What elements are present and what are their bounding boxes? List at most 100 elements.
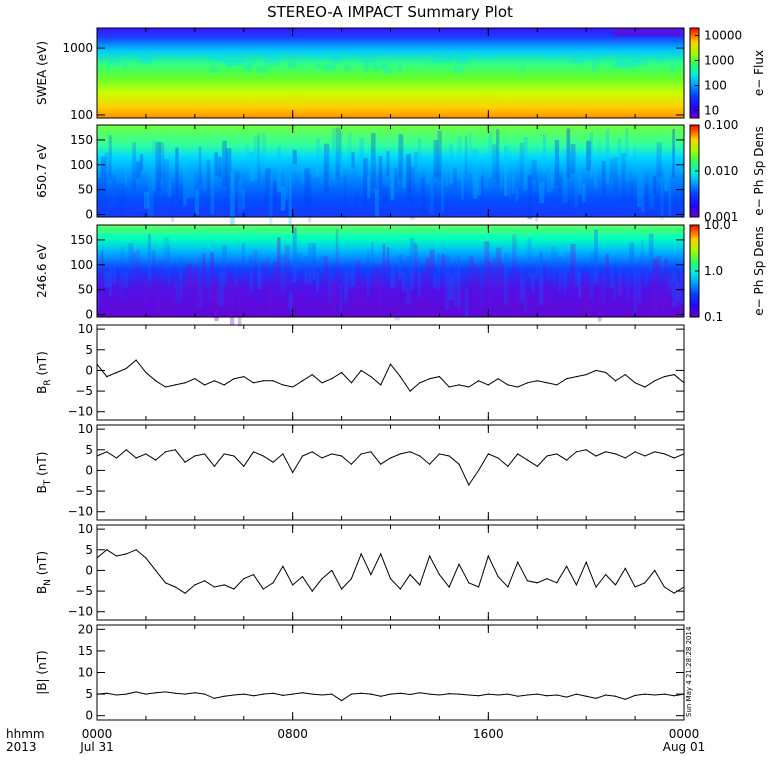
data-point bbox=[654, 451, 656, 453]
data-point bbox=[194, 378, 196, 380]
data-point bbox=[634, 451, 636, 453]
spectrogram-texture bbox=[261, 132, 267, 176]
data-point bbox=[546, 578, 548, 580]
data-point bbox=[389, 578, 392, 580]
y-tick-label: −5 bbox=[75, 384, 93, 398]
spectrogram-texture bbox=[351, 151, 355, 168]
spectrogram-texture bbox=[194, 189, 199, 215]
spectrogram-texture bbox=[261, 262, 266, 290]
spectrogram-texture bbox=[488, 130, 493, 178]
spectrogram-texture bbox=[249, 152, 254, 182]
spectrogram-texture bbox=[202, 253, 206, 302]
spectrogram-texture bbox=[363, 60, 376, 67]
data-point bbox=[536, 693, 538, 695]
panel-bn: −10 −5 0 5 10 BN (nT) bbox=[35, 522, 685, 621]
data-point bbox=[663, 586, 666, 588]
data-point bbox=[419, 382, 421, 384]
spectrogram-texture bbox=[351, 265, 356, 287]
spectrogram-texture bbox=[370, 133, 376, 188]
spectrogram-texture bbox=[183, 158, 187, 206]
data-point bbox=[507, 384, 509, 386]
spectrogram-texture bbox=[253, 250, 258, 278]
data-point bbox=[223, 584, 225, 586]
spectrogram-texture bbox=[269, 275, 273, 313]
spectrogram-texture bbox=[175, 147, 179, 197]
panel-br: −10 −5 0 5 10 BR (nT) bbox=[35, 322, 685, 421]
spectrogram-texture bbox=[363, 283, 368, 307]
spectrogram-texture bbox=[523, 275, 527, 313]
spectrogram-texture bbox=[288, 291, 293, 311]
spectrogram-texture bbox=[539, 182, 545, 204]
spectrogram-texture bbox=[155, 276, 160, 318]
data-point bbox=[448, 386, 450, 388]
spectrogram-texture bbox=[339, 132, 343, 177]
spectrogram-texture bbox=[531, 273, 535, 293]
spectrogram-texture bbox=[225, 59, 237, 66]
data-point bbox=[546, 382, 548, 384]
spectrogram-texture bbox=[619, 61, 627, 68]
spectrogram-texture bbox=[652, 175, 657, 195]
data-point bbox=[536, 465, 538, 467]
spectrogram-texture bbox=[468, 255, 474, 288]
data-point bbox=[243, 465, 245, 467]
data-point bbox=[585, 373, 587, 376]
y-tick-label: 0 bbox=[85, 208, 93, 222]
spectrogram-texture bbox=[507, 276, 513, 309]
data-point bbox=[526, 580, 529, 582]
data-point bbox=[194, 455, 196, 457]
spectrogram-texture bbox=[459, 54, 470, 61]
spectrogram-texture bbox=[323, 256, 329, 286]
spectrogram-texture bbox=[402, 160, 407, 189]
spectrogram-texture bbox=[597, 274, 602, 322]
spectrogram-texture bbox=[601, 160, 606, 198]
spectrogram-texture bbox=[288, 173, 292, 225]
spectrogram-texture bbox=[590, 131, 593, 178]
data-point bbox=[252, 382, 255, 384]
series-line-btot bbox=[96, 691, 685, 702]
data-point bbox=[595, 697, 597, 700]
data-point bbox=[331, 378, 333, 380]
spectrogram-texture bbox=[611, 62, 621, 69]
spectrogram-texture bbox=[331, 127, 336, 181]
x-tick-date-label: Aug 01 bbox=[663, 740, 706, 754]
spectrogram-texture bbox=[582, 53, 596, 60]
spectrogram-texture bbox=[187, 263, 193, 289]
data-point bbox=[331, 693, 333, 695]
data-point bbox=[477, 380, 480, 382]
spectrogram-texture bbox=[433, 140, 439, 178]
spectrogram-texture bbox=[640, 169, 645, 213]
spectrogram-texture bbox=[574, 152, 579, 207]
data-point bbox=[566, 565, 568, 567]
spectrogram-texture bbox=[601, 273, 606, 303]
spectrogram-texture bbox=[669, 66, 675, 73]
data-point bbox=[292, 693, 294, 695]
spectrogram-texture bbox=[535, 262, 539, 278]
spectrogram-texture bbox=[237, 276, 242, 327]
colorbar-tick-label: 100 bbox=[704, 78, 727, 92]
spectrogram-texture bbox=[383, 68, 393, 75]
spectrogram-texture bbox=[273, 181, 277, 202]
spectrogram-texture bbox=[386, 247, 390, 274]
spectrogram-texture bbox=[206, 268, 212, 302]
spectrogram-texture bbox=[277, 146, 281, 193]
data-point bbox=[155, 569, 157, 572]
spectrogram-texture bbox=[586, 284, 591, 314]
data-point bbox=[243, 578, 245, 580]
data-point bbox=[155, 459, 157, 461]
spectrogram-texture bbox=[231, 59, 245, 66]
data-point bbox=[301, 692, 304, 694]
spectrogram-texture bbox=[253, 135, 258, 181]
spectrogram-texture bbox=[273, 262, 278, 283]
y-tick-label: 0 bbox=[85, 563, 93, 577]
data-point bbox=[380, 384, 382, 386]
spectrogram-texture bbox=[128, 243, 134, 270]
spectrogram-texture bbox=[425, 156, 430, 185]
spectrogram-texture bbox=[202, 163, 209, 190]
data-point bbox=[272, 461, 274, 463]
colorbar-tick-label: 10 bbox=[704, 103, 719, 117]
y-tick-label: 150 bbox=[70, 233, 93, 247]
data-point bbox=[125, 367, 127, 369]
data-point bbox=[233, 455, 235, 457]
data-point bbox=[155, 380, 157, 382]
spectrogram-texture bbox=[543, 261, 547, 316]
